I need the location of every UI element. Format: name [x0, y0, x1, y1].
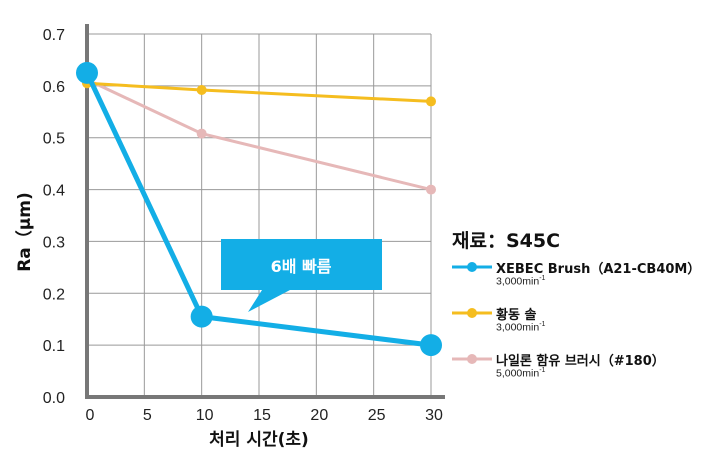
legend-speed-nylon: 5,000min-1 [496, 367, 546, 380]
callout: 6배 빠름 [221, 239, 382, 312]
legend-item-xebec: XEBEC Brush（A21-CB40M） 3,000min-1 [452, 261, 700, 307]
data-point-brass [196, 85, 207, 96]
y-tick-labels: 0.0 0.1 0.2 0.3 0.4 0.5 0.6 0.7 [43, 27, 65, 407]
legend-speed-brass: 3,000min-1 [496, 321, 546, 334]
data-point-nylon [196, 128, 207, 139]
y-tick-label: 0.0 [43, 390, 65, 407]
legend-item-nylon: 나일론 함유 브러시（#180） 5,000min-1 [452, 353, 665, 399]
x-tick-labels: 0 5 10 15 20 25 30 [86, 407, 443, 424]
x-tick-label: 0 [86, 407, 95, 424]
y-tick-label: 0.4 [43, 183, 65, 200]
y-tick-label: 0.1 [43, 338, 65, 355]
data-point-xebec [420, 334, 442, 357]
legend-label-xebec: XEBEC Brush（A21-CB40M） [496, 262, 701, 277]
legend-marker-brass [452, 308, 492, 318]
callout-box [221, 239, 382, 312]
legend: 재료：S45C XEBEC Brush（A21-CB40M） 3,000min-… [452, 226, 700, 399]
x-tick-label: 15 [253, 407, 271, 424]
legend-speed-xebec: 3,000min-1 [496, 275, 546, 288]
legend-title: 재료：S45C [452, 230, 561, 252]
y-tick-label: 0.5 [43, 131, 65, 148]
legend-label-brass: 황동 솔 [496, 308, 537, 323]
legend-marker-xebec [452, 262, 492, 272]
series-layer [76, 61, 442, 357]
axes [85, 24, 445, 399]
legend-label-nylon: 나일론 함유 브러시（#180） [496, 354, 665, 369]
y-tick-label: 0.7 [43, 27, 65, 44]
data-point-brass [426, 96, 436, 107]
y-tick-label: 0.3 [43, 234, 65, 251]
x-tick-label: 20 [310, 407, 328, 424]
legend-marker-nylon [452, 354, 492, 364]
data-point-nylon [426, 184, 436, 195]
y-axis-title: Ra（μm) [14, 192, 35, 272]
x-tick-label: 5 [143, 407, 152, 424]
legend-item-brass: 황동 솔 3,000min-1 [452, 307, 560, 353]
callout-text: 6배 빠름 [271, 257, 332, 276]
y-tick-label: 0.6 [43, 79, 65, 96]
x-tick-label: 30 [425, 407, 443, 424]
data-point-xebec [190, 305, 213, 328]
grid [87, 33, 432, 397]
x-axis-title: 처리 시간(초) [209, 430, 309, 450]
data-point-xebec [76, 61, 98, 84]
series-xebec [76, 61, 442, 357]
x-tick-label: 25 [368, 407, 386, 424]
x-tick-label: 10 [196, 407, 214, 424]
y-tick-label: 0.2 [43, 286, 65, 303]
